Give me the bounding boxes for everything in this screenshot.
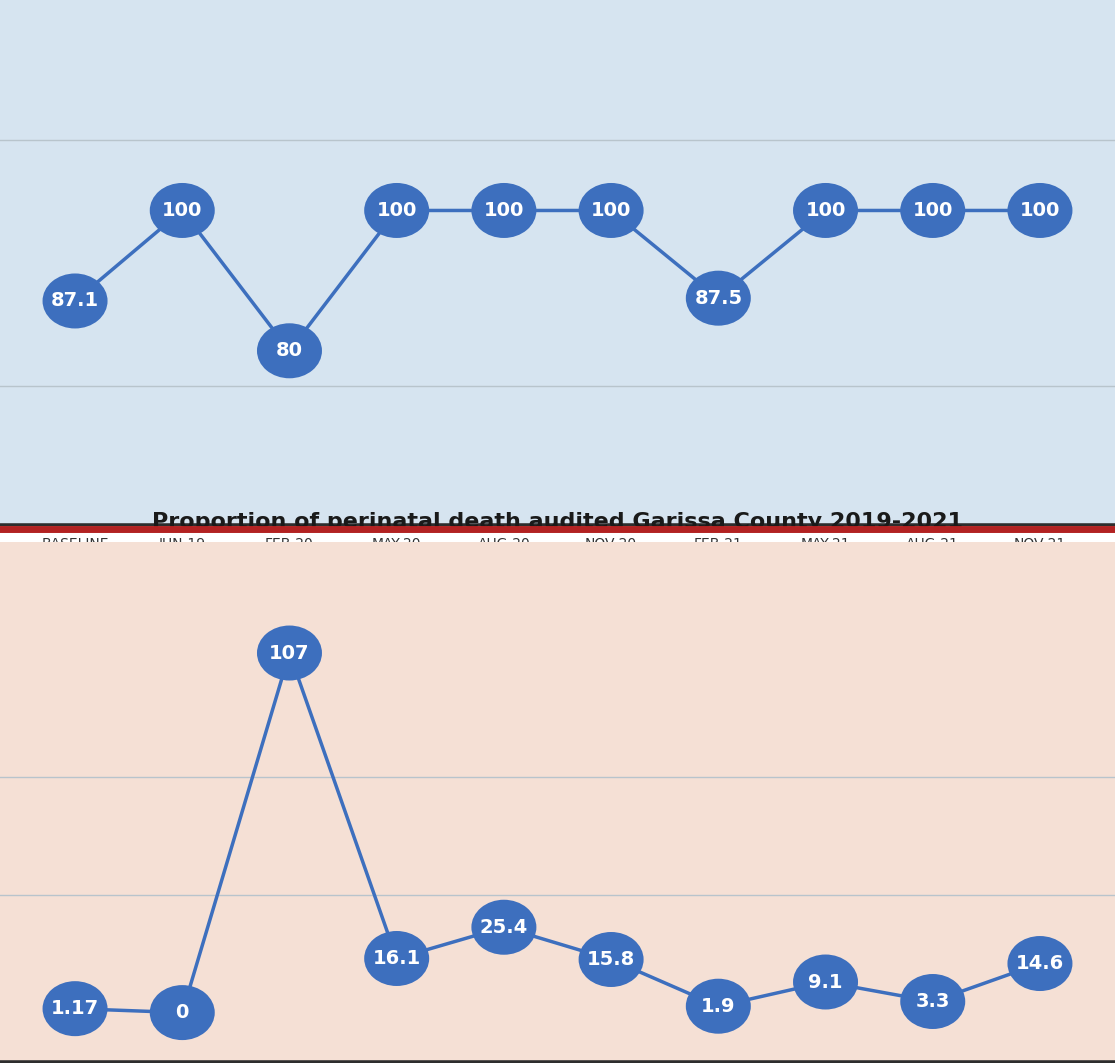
Text: 100: 100: [591, 201, 631, 220]
Text: 3.3: 3.3: [915, 992, 950, 1011]
Ellipse shape: [900, 183, 966, 238]
Ellipse shape: [42, 273, 107, 328]
Ellipse shape: [365, 931, 429, 986]
Ellipse shape: [149, 985, 215, 1040]
Text: 16.1: 16.1: [372, 949, 420, 968]
Text: 100: 100: [912, 201, 953, 220]
Ellipse shape: [256, 625, 322, 680]
Text: 100: 100: [805, 201, 845, 220]
Text: 15.8: 15.8: [586, 950, 636, 969]
Text: 0: 0: [175, 1003, 188, 1023]
Ellipse shape: [365, 183, 429, 238]
Title: Proportion of perinatal death audited Garissa County 2019-2021: Proportion of perinatal death audited Ga…: [152, 512, 963, 533]
Text: 100: 100: [162, 201, 203, 220]
Text: 107: 107: [269, 643, 310, 662]
Text: 9.1: 9.1: [808, 973, 843, 992]
Text: 100: 100: [1020, 201, 1060, 220]
Ellipse shape: [686, 271, 750, 325]
Text: 14.6: 14.6: [1016, 954, 1064, 973]
Ellipse shape: [686, 979, 750, 1033]
Ellipse shape: [793, 955, 859, 1010]
Text: 100: 100: [484, 201, 524, 220]
Ellipse shape: [900, 974, 966, 1029]
Ellipse shape: [579, 932, 643, 988]
Ellipse shape: [256, 323, 322, 378]
Text: 1.17: 1.17: [51, 999, 99, 1018]
Text: 80: 80: [277, 341, 303, 360]
Ellipse shape: [149, 183, 215, 238]
Text: 100: 100: [377, 201, 417, 220]
Ellipse shape: [1008, 937, 1073, 991]
Ellipse shape: [472, 183, 536, 238]
Text: 25.4: 25.4: [479, 917, 529, 937]
Ellipse shape: [793, 183, 859, 238]
Ellipse shape: [1008, 183, 1073, 238]
Text: 1.9: 1.9: [701, 997, 736, 1016]
Text: 87.5: 87.5: [695, 289, 743, 307]
Text: 87.1: 87.1: [51, 291, 99, 310]
Ellipse shape: [472, 899, 536, 955]
Ellipse shape: [579, 183, 643, 238]
Ellipse shape: [42, 981, 107, 1036]
